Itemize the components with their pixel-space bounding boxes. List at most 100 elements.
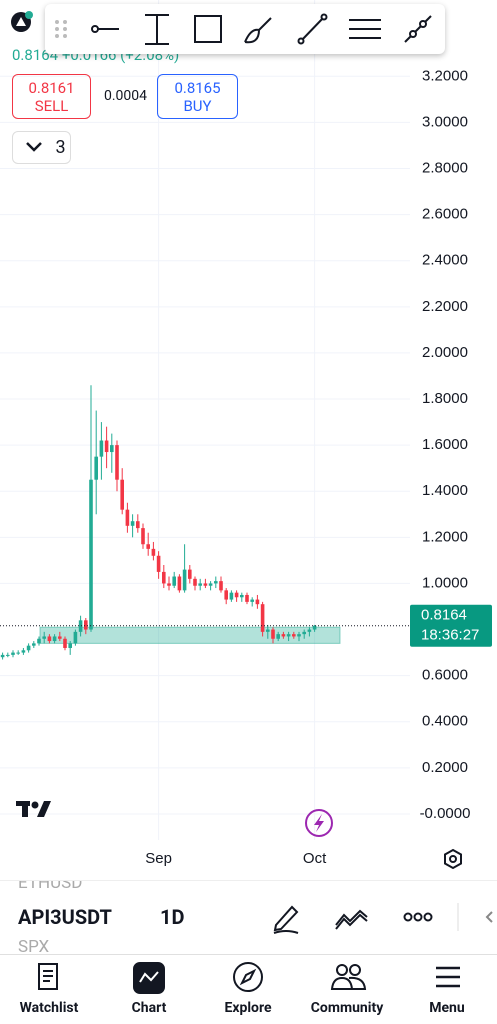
candle-body <box>214 581 218 584</box>
candle-body <box>21 650 26 653</box>
interval[interactable]: 1D <box>160 905 185 929</box>
y-tick-label: 3.2000 <box>422 67 468 84</box>
last-price-label: 0.8164 <box>421 607 467 624</box>
candle-body <box>193 578 197 586</box>
candle-body <box>11 652 15 655</box>
candle-body <box>42 636 46 639</box>
y-tick-label: 2.0000 <box>422 344 468 361</box>
layers-toggle[interactable]: 3 <box>12 131 71 164</box>
logo <box>11 11 33 32</box>
candle-body <box>37 638 41 644</box>
y-tick-label: 3.0000 <box>422 113 468 130</box>
candle-body <box>115 445 119 480</box>
candle-body <box>130 521 135 526</box>
candle-body <box>16 652 20 654</box>
nav-menu[interactable]: Menu <box>429 1000 465 1016</box>
candle-body <box>245 594 249 602</box>
candle-body <box>281 634 286 637</box>
nav-explore[interactable]: Explore <box>224 1000 272 1016</box>
candle-body <box>84 620 88 630</box>
candle-body <box>208 583 213 586</box>
candle-body <box>224 590 228 600</box>
candle-body <box>32 643 36 646</box>
candle-body <box>240 594 244 598</box>
sell-label: SELL <box>34 97 69 115</box>
candle-body <box>110 445 114 453</box>
candle-body <box>172 576 176 586</box>
candle-body <box>167 583 171 586</box>
candle-body <box>156 555 161 572</box>
nav-chart[interactable]: Chart <box>131 1000 167 1016</box>
candle-body <box>302 631 306 635</box>
sell-button[interactable]: 0.8161 SELL <box>12 74 91 119</box>
drawing-toolbar <box>45 4 445 54</box>
buy-label: BUY <box>183 97 212 115</box>
candle-body <box>146 544 150 549</box>
candle-body <box>162 571 166 584</box>
candle-body <box>312 625 317 630</box>
candle-body <box>250 599 254 602</box>
layers-count: 3 <box>55 137 66 158</box>
y-tick-label: 1.2000 <box>422 528 468 545</box>
y-tick-label: 2.4000 <box>422 252 468 269</box>
chart: 3.2000 3.0000 2.8000 2.6000 2.4000 2.2000 2.00… <box>0 0 492 867</box>
y-tick-label: 2.8000 <box>422 159 468 176</box>
toolbar-icons <box>55 13 432 45</box>
candle-body <box>219 581 223 591</box>
candle-body <box>177 576 182 591</box>
candle-body <box>266 629 270 632</box>
candle-body <box>182 569 187 591</box>
y-tick-label: 0.4000 <box>422 713 468 730</box>
nav-watchlist[interactable]: Watchlist <box>19 1000 79 1016</box>
y-tick-label: 2.2000 <box>422 298 468 315</box>
candle-body <box>78 620 83 632</box>
x-tick-label: Sep <box>145 850 172 867</box>
candle-body <box>94 456 98 480</box>
chevron-icon <box>26 142 42 152</box>
candle-body <box>73 631 78 644</box>
candle-body <box>255 599 260 605</box>
candle-body <box>6 654 10 656</box>
y-tick-label: 2.6000 <box>422 206 468 223</box>
symbol-bar: ETHUSD API3USDT 1D SPX <box>0 880 497 955</box>
candle-body <box>276 634 280 639</box>
candle-body <box>234 592 239 598</box>
chart-decor <box>16 801 462 870</box>
candle-body <box>125 509 130 526</box>
candle-body <box>188 569 192 579</box>
candle-body <box>203 583 208 586</box>
prev-symbol[interactable]: ETHUSD <box>18 880 83 893</box>
symbol[interactable]: API3USDT <box>18 905 112 929</box>
next-symbol[interactable]: SPX <box>18 937 50 955</box>
nav-bar <box>0 954 497 1024</box>
candle-body <box>297 634 301 637</box>
buy-button[interactable]: 0.8165 BUY <box>157 74 238 119</box>
y-tick-label: -0.0000 <box>420 805 471 822</box>
candle-body <box>47 636 52 642</box>
candle-body <box>151 548 156 556</box>
y-tick-label: 0.2000 <box>422 759 468 776</box>
candle-body <box>120 479 124 510</box>
symbol-tools <box>273 903 493 934</box>
countdown: 18:36:27 <box>421 627 479 644</box>
candle-body <box>89 479 93 630</box>
y-tick-label: 1.6000 <box>422 436 468 453</box>
candle-body <box>260 604 265 632</box>
last-price-box <box>410 604 492 647</box>
candle-body <box>136 521 140 529</box>
candle-body <box>307 629 312 632</box>
candle-body <box>292 634 296 637</box>
nav-community[interactable]: Community <box>310 1000 384 1016</box>
candle-body <box>26 645 31 651</box>
y-tick-label: 1.0000 <box>422 574 468 591</box>
candle-body <box>229 592 234 600</box>
y-tick-label: 1.4000 <box>422 482 468 499</box>
candle-body <box>141 528 145 545</box>
sell-price: 0.8161 <box>28 79 75 97</box>
candle-body <box>68 643 72 648</box>
candle-body <box>286 634 291 637</box>
y-tick-label: 1.8000 <box>422 390 468 407</box>
candle-body <box>52 636 57 642</box>
candle-body <box>104 440 109 453</box>
